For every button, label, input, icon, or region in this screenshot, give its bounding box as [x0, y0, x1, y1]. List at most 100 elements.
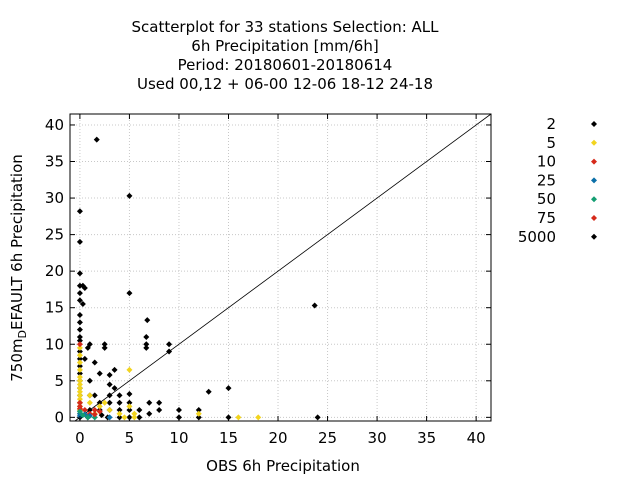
- diagonal-line: [74, 113, 492, 422]
- data-point-series-2: [143, 341, 150, 348]
- data-point-series-2: [91, 359, 98, 366]
- data-point-series-5: [96, 403, 103, 410]
- data-point-series-50: [79, 412, 86, 419]
- y-tick-label: 35: [45, 153, 64, 171]
- y-tick-label: 30: [45, 189, 64, 207]
- legend-label-5000: 5000: [518, 228, 556, 246]
- data-point-series-2: [156, 407, 163, 414]
- data-point-series-2: [126, 407, 133, 414]
- data-point-series-2: [101, 341, 108, 348]
- data-point-series-2: [76, 238, 83, 245]
- y-axis-label-sub: D: [16, 330, 29, 338]
- data-point-series-5: [76, 381, 83, 388]
- data-point-series-50: [84, 414, 91, 421]
- y-axis-label: 750mDEFAULT 6h Precipitation: [8, 154, 29, 382]
- data-point-series-10: [76, 399, 83, 406]
- legend-marker-5: [591, 139, 597, 146]
- data-point-series-5: [101, 399, 108, 406]
- data-points: [76, 136, 321, 421]
- legend-label-25: 25: [537, 171, 556, 189]
- data-point-series-2: [76, 270, 83, 277]
- y-tick-label: 0: [54, 408, 64, 426]
- data-point-series-5: [76, 392, 83, 399]
- data-point-series-2: [175, 407, 182, 414]
- data-point-series-2: [126, 399, 133, 406]
- data-point-series-2: [76, 370, 83, 377]
- x-tick-label: 5: [125, 429, 135, 447]
- data-point-series-10: [81, 407, 88, 414]
- data-point-series-5: [76, 374, 83, 381]
- data-point-series-2: [126, 390, 133, 397]
- data-point-series-2: [116, 392, 123, 399]
- title-line-4: Used 00,12 + 06-00 12-06 18-12 24-18: [137, 75, 433, 93]
- data-point-series-2: [76, 348, 83, 355]
- data-point-series-5: [76, 352, 83, 359]
- data-point-series-75: [91, 411, 98, 418]
- data-point-series-2: [93, 136, 100, 143]
- data-point-series-2: [195, 414, 202, 421]
- legend-marker-5000: [591, 233, 597, 240]
- data-point-series-2: [76, 363, 83, 370]
- data-point-series-2: [146, 399, 153, 406]
- data-point-series-2: [205, 388, 212, 395]
- legend-marker-75: [591, 215, 597, 221]
- grid: [70, 114, 491, 421]
- legend-label-75: 75: [537, 209, 556, 227]
- data-point-series-2: [79, 301, 86, 308]
- legend-label-5: 5: [546, 134, 556, 152]
- y-tick-label: 5: [54, 372, 64, 390]
- data-point-series-5: [86, 392, 93, 399]
- data-point-series-10: [91, 407, 98, 414]
- x-tick-label: 0: [75, 429, 85, 447]
- data-point-series-2: [81, 284, 88, 291]
- x-tick-label: 40: [467, 429, 486, 447]
- data-point-series-5: [121, 414, 128, 421]
- data-point-series-2: [311, 302, 318, 309]
- data-point-series-10: [76, 341, 83, 348]
- data-point-series-2: [76, 208, 83, 215]
- data-point-series-5: [131, 414, 138, 421]
- legend-label-50: 50: [537, 190, 556, 208]
- data-point-series-2: [76, 333, 83, 340]
- data-point-series-10: [96, 408, 103, 415]
- data-point-series-5: [76, 377, 83, 384]
- data-point-series-2: [116, 399, 123, 406]
- data-point-series-2: [84, 344, 91, 351]
- data-point-series-2: [76, 297, 83, 304]
- data-point-series-2: [101, 344, 108, 351]
- data-point-series-2: [136, 414, 143, 421]
- data-point-series-2: [166, 341, 173, 348]
- data-point-series-5: [76, 366, 83, 373]
- data-point-series-2: [166, 348, 173, 355]
- data-point-series-2: [76, 319, 83, 326]
- data-point-series-2: [146, 410, 153, 417]
- data-point-series-2: [136, 407, 143, 414]
- data-point-series-2: [86, 377, 93, 384]
- data-point-series-2: [195, 407, 202, 414]
- y-axis-label-rest: EFAULT 6h Precipitation: [8, 154, 26, 330]
- title-line-3: Period: 20180601-20180614: [178, 56, 393, 74]
- data-point-series-5: [76, 396, 83, 403]
- data-point-series-2: [106, 399, 113, 406]
- title-line-1: Scatterplot for 33 stations Selection: A…: [131, 18, 439, 36]
- plot-frame: [69, 113, 492, 422]
- title-line-2: 6h Precipitation [mm/6h]: [191, 37, 378, 55]
- data-point-series-2: [144, 317, 151, 324]
- legend-marker-50: [591, 196, 597, 203]
- y-tick-label: 15: [45, 299, 64, 317]
- data-point-series-5: [235, 414, 242, 421]
- y-tick-label: 10: [45, 335, 64, 353]
- data-point-series-5: [76, 388, 83, 395]
- data-point-series-2: [76, 312, 83, 319]
- data-point-series-2: [143, 333, 150, 340]
- data-point-series-5: [126, 366, 133, 373]
- data-point-series-50: [76, 408, 83, 415]
- data-point-series-2: [106, 371, 113, 378]
- data-point-series-2: [96, 370, 103, 377]
- data-point-series-2: [111, 385, 118, 392]
- data-point-series-75: [76, 403, 83, 410]
- data-point-series-2: [156, 399, 163, 406]
- data-point-series-2: [116, 414, 123, 421]
- data-point-series-2: [76, 326, 83, 333]
